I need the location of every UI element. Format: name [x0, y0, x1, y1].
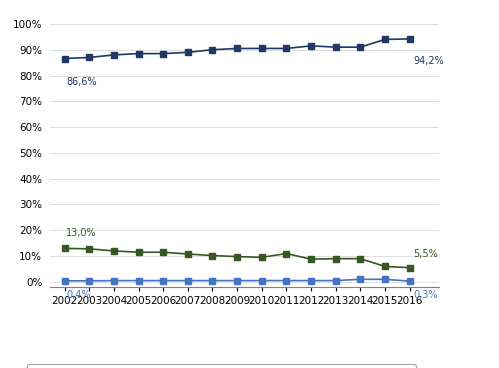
Maladie Auto-immune [259, 278, 265, 283]
Hémopathies [407, 37, 413, 41]
Tumeurs solides [308, 257, 314, 261]
Tumeurs solides [382, 264, 388, 269]
Tumeurs solides [160, 250, 166, 254]
Maladie Auto-immune [62, 279, 68, 283]
Hémopathies [111, 53, 117, 57]
Maladie Auto-immune [283, 278, 289, 283]
Line: Maladie Auto-immune: Maladie Auto-immune [62, 276, 412, 284]
Text: 0,4%: 0,4% [66, 290, 90, 300]
Hémopathies [382, 37, 388, 42]
Hémopathies [308, 44, 314, 48]
Text: 94,2%: 94,2% [413, 56, 444, 66]
Tumeurs solides [185, 252, 191, 256]
Text: 0,3%: 0,3% [413, 290, 438, 300]
Tumeurs solides [62, 246, 68, 251]
Tumeurs solides [407, 265, 413, 270]
Hémopathies [86, 55, 92, 60]
Hémopathies [136, 52, 142, 56]
Maladie Auto-immune [357, 277, 363, 282]
Text: 86,6%: 86,6% [66, 77, 96, 86]
Maladie Auto-immune [160, 278, 166, 283]
Hémopathies [185, 50, 191, 54]
Maladie Auto-immune [136, 278, 142, 283]
Tumeurs solides [259, 255, 265, 259]
Maladie Auto-immune [185, 278, 191, 283]
Maladie Auto-immune [308, 278, 314, 283]
Tumeurs solides [357, 256, 363, 261]
Tumeurs solides [210, 253, 216, 258]
Hémopathies [357, 45, 363, 49]
Text: 5,5%: 5,5% [413, 249, 438, 259]
Tumeurs solides [283, 251, 289, 256]
Hémopathies [333, 45, 339, 49]
Hémopathies [234, 46, 240, 51]
Maladie Auto-immune [382, 277, 388, 282]
Hémopathies [210, 47, 216, 52]
Maladie Auto-immune [333, 278, 339, 283]
Maladie Auto-immune [86, 279, 92, 283]
Tumeurs solides [333, 256, 339, 261]
Tumeurs solides [111, 249, 117, 253]
Hémopathies [283, 46, 289, 51]
Maladie Auto-immune [407, 279, 413, 283]
Maladie Auto-immune [234, 278, 240, 283]
Legend: Hémopathies, Tumeurs solides, Maladie Auto-immune: Hémopathies, Tumeurs solides, Maladie Au… [26, 364, 416, 368]
Maladie Auto-immune [210, 278, 216, 283]
Line: Hémopathies: Hémopathies [62, 36, 412, 61]
Hémopathies [259, 46, 265, 51]
Tumeurs solides [234, 254, 240, 259]
Tumeurs solides [136, 250, 142, 254]
Hémopathies [62, 56, 68, 61]
Tumeurs solides [86, 247, 92, 251]
Maladie Auto-immune [111, 278, 117, 283]
Text: 13,0%: 13,0% [66, 228, 96, 238]
Hémopathies [160, 52, 166, 56]
Line: Tumeurs solides: Tumeurs solides [62, 245, 412, 270]
